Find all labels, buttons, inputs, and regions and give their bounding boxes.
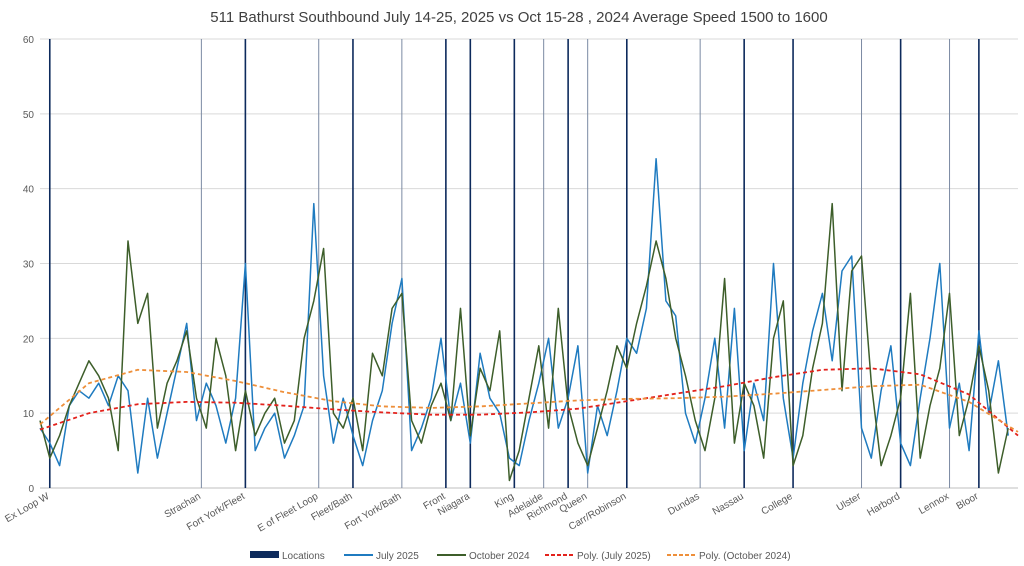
series-line-poly-october-2024-	[39, 368, 1019, 433]
y-tick-label: 30	[23, 260, 35, 271]
x-tick-label: Harbord	[865, 491, 902, 519]
legend: Locations July 2025 October 2024 Poly. (Jul…	[250, 551, 791, 562]
legend-label: October 2024	[469, 551, 530, 562]
x-tick-label: Nassau	[711, 491, 746, 517]
x-tick-label: Lennox	[917, 491, 951, 517]
x-tick-label: Ulster	[835, 491, 864, 514]
series-lines	[39, 157, 1019, 482]
x-tick-label: Bloor	[955, 491, 981, 513]
y-tick-label: 50	[23, 110, 35, 121]
series-line-october-2024	[39, 202, 1009, 482]
location-markers	[48, 39, 980, 488]
series-line-poly-july-2025-	[39, 367, 1019, 437]
chart-title: 511 Bathurst Southbound July 14-25, 2025…	[210, 9, 827, 26]
y-tick-label: 20	[23, 334, 35, 345]
y-tick-label: 60	[23, 35, 35, 46]
x-tick-label: College	[760, 491, 795, 518]
legend-label: Poly. (July 2025)	[577, 551, 651, 562]
legend-label: Locations	[282, 551, 325, 562]
y-tick-label: 10	[23, 409, 35, 420]
x-tick-label: Ex Loop W	[3, 491, 51, 525]
x-tick-label: Dundas	[666, 491, 701, 518]
legend-swatch	[250, 551, 279, 558]
gridlines	[40, 38, 1018, 489]
legend-label: Poly. (October 2024)	[699, 551, 791, 562]
y-tick-label: 40	[23, 185, 35, 196]
y-axis-ticks: 0 10 20 30 40 50 60	[23, 35, 35, 495]
y-tick-label: 0	[28, 484, 34, 495]
legend-label: July 2025	[376, 551, 419, 562]
